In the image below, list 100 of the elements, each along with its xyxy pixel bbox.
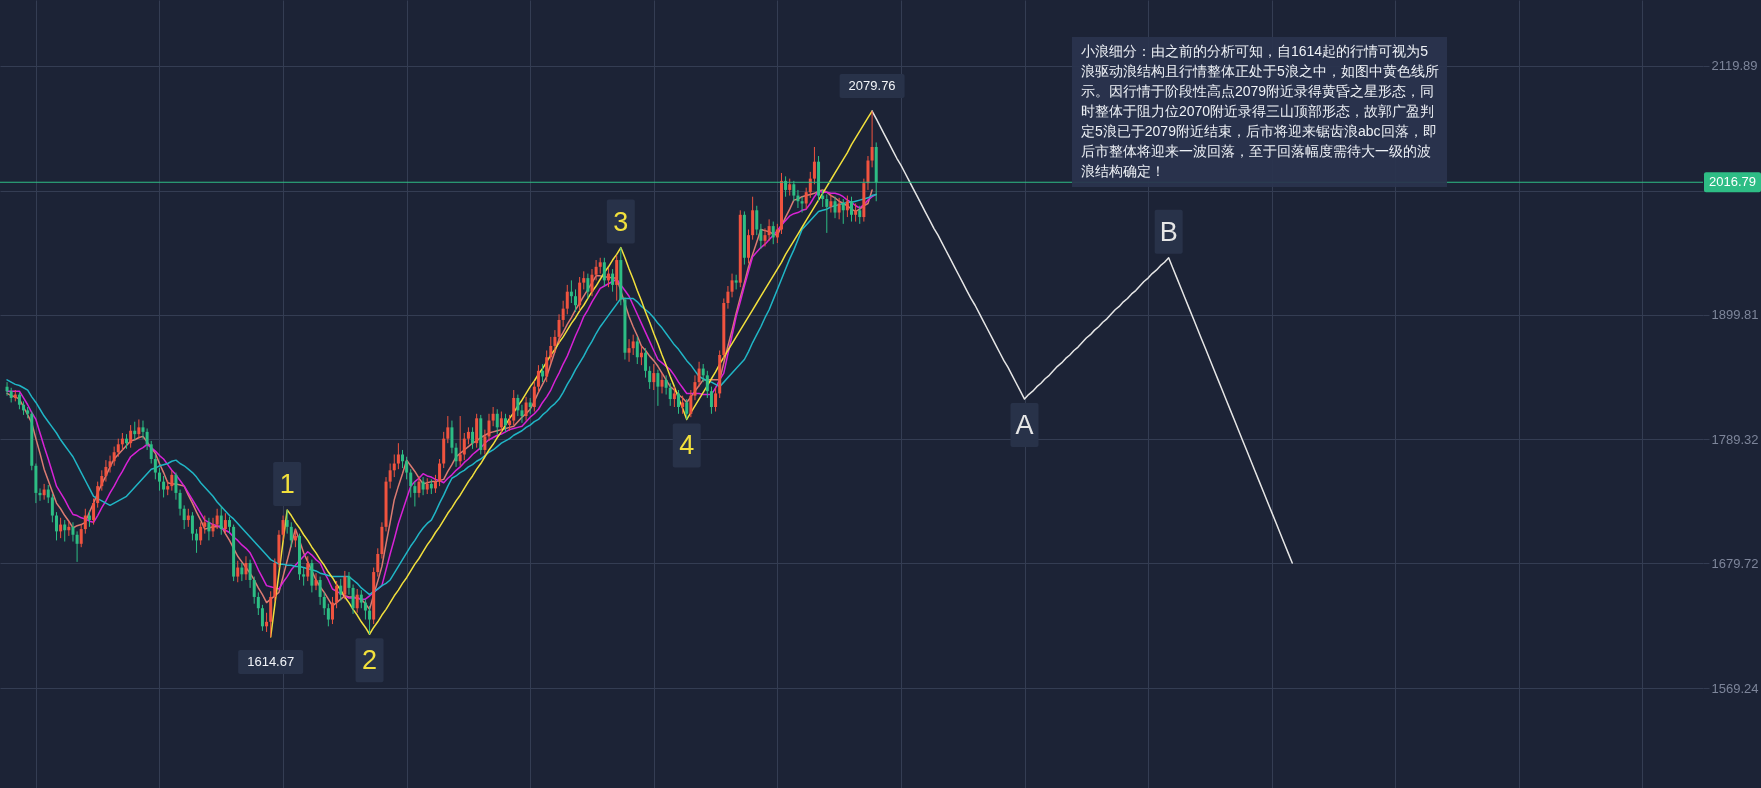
candlestick xyxy=(137,418,141,440)
candlestick xyxy=(483,429,487,455)
candlestick xyxy=(314,572,318,591)
candlestick xyxy=(215,508,219,530)
candlestick xyxy=(586,273,590,299)
candlestick xyxy=(825,193,829,234)
candlestick xyxy=(392,453,396,478)
candlestick xyxy=(726,285,730,310)
candlestick xyxy=(104,459,108,483)
candlestick xyxy=(685,398,689,420)
candlestick xyxy=(660,372,664,394)
candlestick xyxy=(240,562,244,582)
candlestick xyxy=(75,530,79,563)
candlestick xyxy=(499,411,503,434)
candlestick xyxy=(557,313,561,345)
candlestick xyxy=(244,555,248,581)
annotation: 1614.67 xyxy=(247,653,295,669)
y-tick-label: 1679.72 xyxy=(1711,555,1759,571)
candlestick xyxy=(631,334,635,356)
candlestick xyxy=(129,424,133,449)
candlestick xyxy=(236,560,240,583)
candlestick xyxy=(870,110,874,168)
candlestick xyxy=(141,420,145,440)
candlestick xyxy=(833,196,837,219)
candlestick xyxy=(602,257,606,287)
candlestick xyxy=(532,380,536,413)
candlestick xyxy=(446,415,450,444)
candlestick xyxy=(730,273,734,298)
candlestick xyxy=(199,521,203,546)
candlestick xyxy=(438,458,442,487)
annotation: 2 xyxy=(362,645,378,676)
candlestick xyxy=(92,498,96,526)
annotation: A xyxy=(1015,410,1034,441)
candlestick xyxy=(359,589,363,609)
candlestick xyxy=(405,456,409,480)
candlestick xyxy=(421,476,425,496)
candlestick xyxy=(306,555,310,582)
candlestick xyxy=(611,268,615,293)
annotation: 小浪细分：由之前的分析可知，自1614起的行情可视为5浪驱动浪结构且行情整体正处于5浪之中，如图中黄色线所示。因行情于阶段性高点2079附近录得黄昏之星形态，同时整体于阻力位2070附近录得三山顶部形态，故郭广盈判定5浪已于2079附近结束，后市将迎来锯齿浪abc回落，即后市整体将迎来一波回落，至于回落幅度需待大一级的波浪结构确定！ xyxy=(1072,37,1447,187)
candlestick xyxy=(767,218,771,242)
candlestick xyxy=(248,559,252,589)
candlestick xyxy=(635,336,639,365)
candlestick xyxy=(759,223,763,250)
candlestick xyxy=(203,515,207,535)
candlestick xyxy=(409,468,413,498)
candlestick xyxy=(672,386,676,408)
candlestick xyxy=(524,396,528,422)
candlestick xyxy=(454,442,458,468)
candlestick xyxy=(153,453,157,480)
candlestick xyxy=(471,426,475,450)
candlestick xyxy=(512,389,516,426)
y-tick-label: 1789.32 xyxy=(1711,431,1759,447)
candlestick xyxy=(174,472,178,501)
candlestick xyxy=(326,603,330,627)
candlestick xyxy=(709,386,713,415)
candlestick xyxy=(133,421,137,441)
candlestick xyxy=(190,511,194,541)
candlestick xyxy=(837,197,841,220)
candlestick xyxy=(804,187,808,210)
candlestick xyxy=(339,578,343,601)
candlestick xyxy=(458,415,462,467)
candlestick xyxy=(516,394,520,417)
candlestick xyxy=(310,559,314,593)
candlestick xyxy=(652,363,656,391)
candlestick xyxy=(858,205,862,225)
candlestick xyxy=(100,469,104,492)
candlestick xyxy=(318,576,322,606)
candlestick xyxy=(343,570,347,600)
candlestick xyxy=(565,284,569,315)
candlestick xyxy=(79,524,83,548)
candlestick xyxy=(330,596,334,625)
candlestick xyxy=(664,374,668,396)
candlestick xyxy=(503,413,507,433)
candlestick xyxy=(351,584,355,615)
candlestick xyxy=(574,288,578,313)
candlestick xyxy=(178,489,182,517)
candlestick xyxy=(648,365,652,390)
candlestick xyxy=(149,440,153,465)
candlestick xyxy=(281,515,285,541)
annotation: 3 xyxy=(613,206,629,237)
candlestick xyxy=(207,517,211,541)
candlestick xyxy=(289,521,293,548)
candlestick xyxy=(347,571,351,596)
candlestick xyxy=(747,229,751,264)
candlestick xyxy=(112,446,116,467)
candlestick xyxy=(681,395,685,415)
candlestick xyxy=(355,588,359,614)
annotation: B xyxy=(1159,216,1178,247)
annotation: 4 xyxy=(679,430,695,461)
candlestick xyxy=(714,387,718,413)
candlestick xyxy=(644,347,648,379)
candlestick xyxy=(368,605,372,635)
candlestick xyxy=(433,474,437,494)
candlestick xyxy=(413,481,417,507)
candlestick xyxy=(285,509,289,535)
candlestick xyxy=(256,591,260,616)
candlestick xyxy=(594,259,598,281)
candlestick xyxy=(219,505,223,536)
candlestick xyxy=(771,221,775,245)
candlestick xyxy=(417,475,421,498)
